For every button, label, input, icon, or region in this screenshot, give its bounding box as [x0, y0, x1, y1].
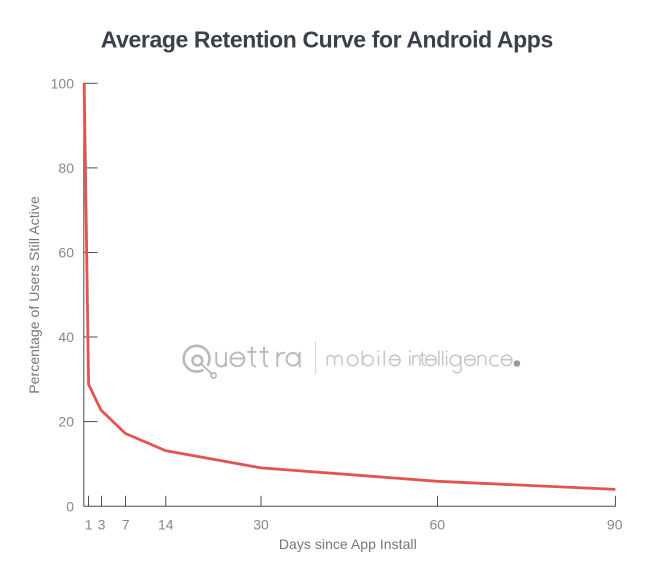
svg-text:Average Retention Curve for An: Average Retention Curve for Android Apps — [101, 27, 554, 53]
svg-text:40: 40 — [58, 329, 74, 345]
svg-text:1: 1 — [85, 516, 93, 532]
svg-text:60: 60 — [58, 245, 74, 261]
svg-text:0: 0 — [66, 498, 74, 514]
svg-text:100: 100 — [51, 75, 75, 91]
svg-text:90: 90 — [607, 516, 623, 532]
svg-text:80: 80 — [58, 160, 74, 176]
svg-text:3: 3 — [98, 516, 106, 532]
svg-text:7: 7 — [122, 516, 130, 532]
svg-text:20: 20 — [58, 414, 74, 430]
svg-text:60: 60 — [430, 516, 446, 532]
svg-text:Days since App Install: Days since App Install — [279, 536, 417, 552]
svg-text:30: 30 — [253, 516, 269, 532]
svg-text:14: 14 — [158, 516, 174, 532]
svg-text:Percentage of Users Still Acti: Percentage of Users Still Active — [26, 196, 42, 394]
